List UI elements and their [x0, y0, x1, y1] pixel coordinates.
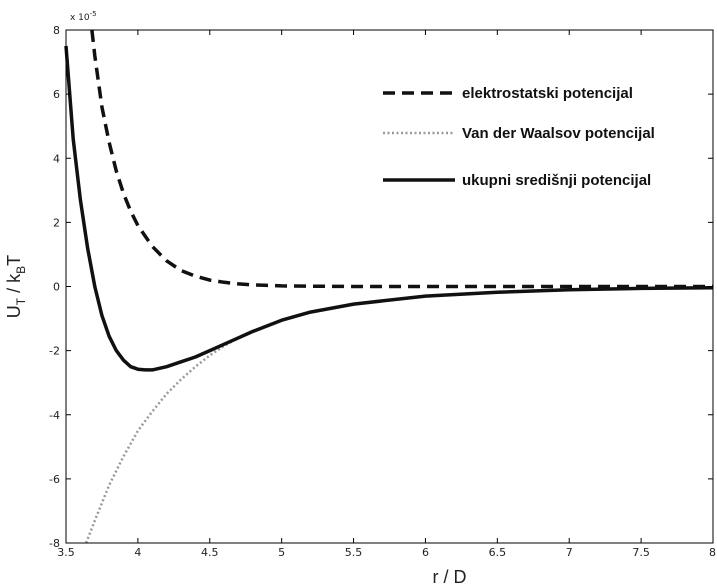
legend-label-ukupni: ukupni središnji potencijal	[462, 172, 651, 189]
y-label-main: U	[4, 305, 24, 318]
x-tick-label: 5.5	[345, 546, 363, 559]
y-tick-label: 2	[53, 216, 60, 229]
series-line-1	[84, 286, 714, 544]
y-tick-label: 6	[53, 88, 60, 101]
legend-label-van-der-waals: Van der Waalsov potencijal	[462, 125, 655, 142]
x-tick-label: 4	[134, 546, 141, 559]
y-tick-label: 0	[53, 281, 60, 294]
x-tick-label: 6	[422, 546, 429, 559]
series-line-0	[90, 29, 713, 289]
y-tick-label: -4	[49, 409, 60, 422]
y-label-sub-b: B	[14, 266, 28, 274]
y-label-end: T	[4, 255, 24, 266]
y-label-mid: / k	[4, 273, 24, 298]
x-tick-label: 8	[709, 546, 716, 559]
legend-label-elektrostatski: elektrostatski potencijal	[462, 85, 633, 102]
y-tick-label: -6	[49, 473, 60, 486]
x-tick-label: 4.5	[201, 546, 219, 559]
x-tick-label: 5	[278, 546, 285, 559]
x-tick-label: 3.5	[57, 546, 75, 559]
y-tick-label: 4	[53, 152, 60, 165]
y-multiplier-exponent: -5	[90, 10, 97, 18]
x-axis-label: r / D	[433, 567, 467, 587]
y-tick-label: -2	[49, 345, 60, 358]
y-multiplier: x 10-5	[70, 10, 97, 23]
ticks-layer: 3.5 4 4.5 5 5.5 6 6.5 7 7.5 8 -8 -6 -4 -2 0 2 4 6 8	[49, 24, 716, 559]
y-label-sub-t: T	[14, 297, 28, 305]
legend: elektrostatski potencijal Van der Waalso…	[383, 85, 655, 189]
x-tick-label: 7	[566, 546, 573, 559]
y-tick-label: -8	[49, 537, 60, 550]
y-multiplier-base: x 10	[70, 13, 90, 23]
x-tick-label: 6.5	[489, 546, 507, 559]
series-line-2	[64, 45, 714, 372]
y-tick-label: 8	[53, 24, 60, 37]
x-tick-label: 7.5	[632, 546, 650, 559]
y-axis-label: UT / kBT	[4, 255, 28, 318]
series-layer	[64, 29, 714, 544]
